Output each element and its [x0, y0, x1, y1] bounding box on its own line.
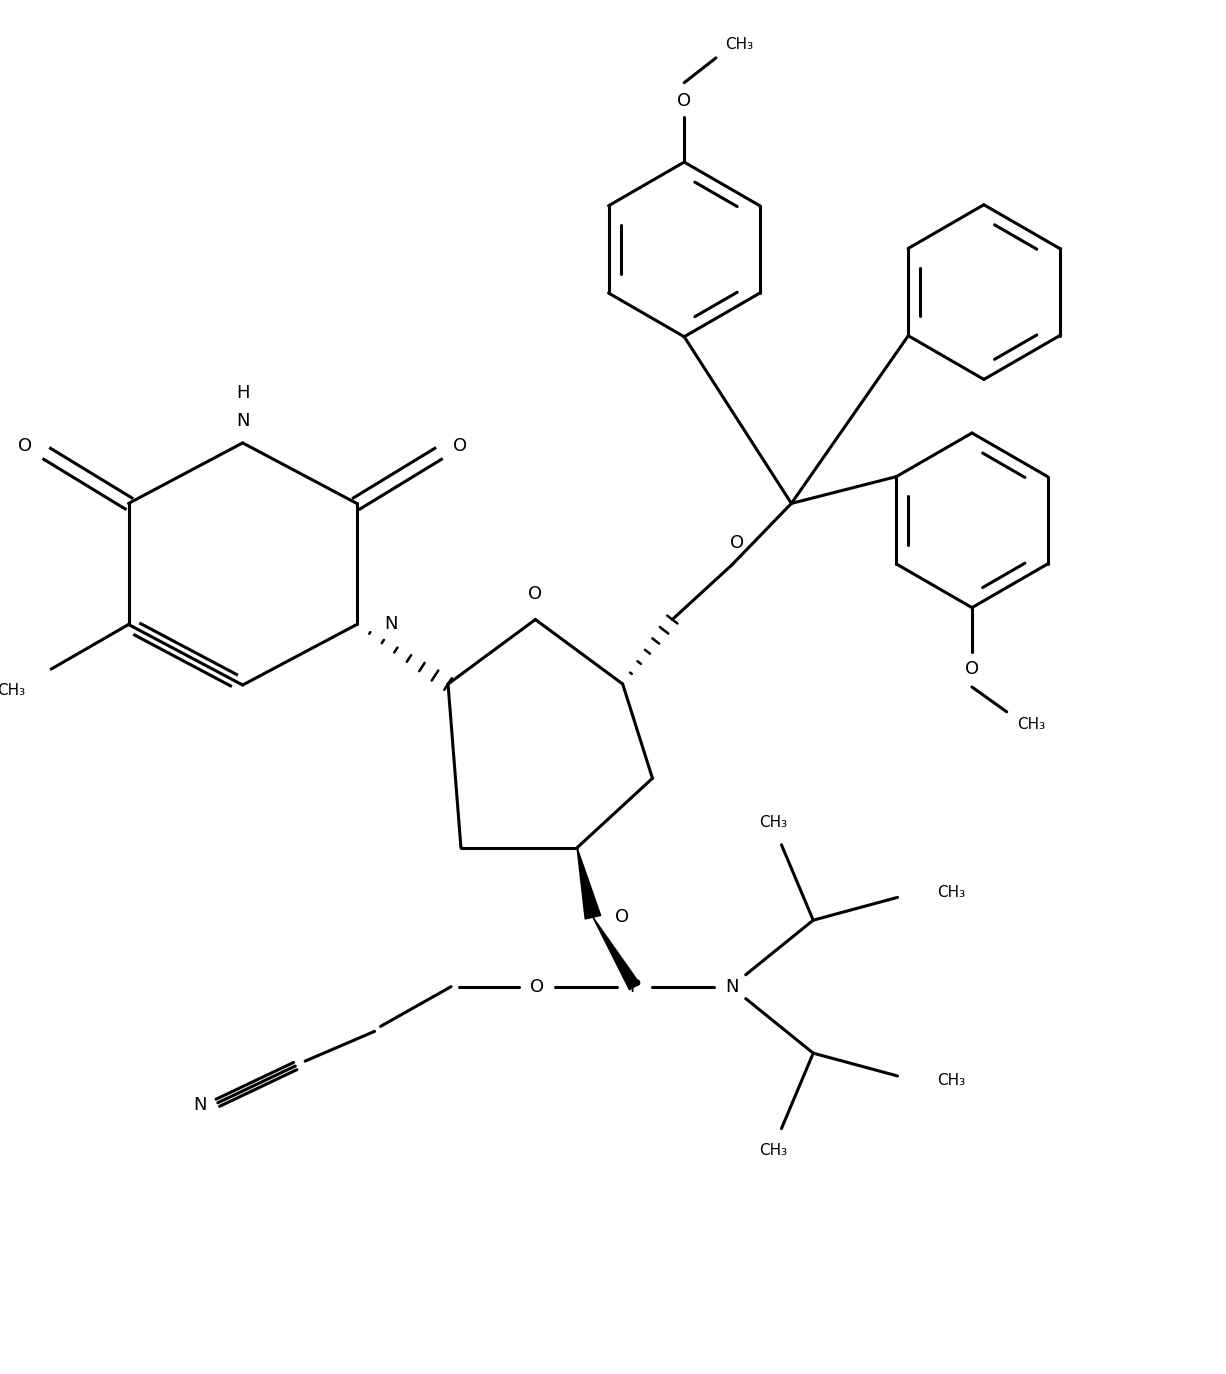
Text: O: O: [677, 92, 691, 110]
Text: N: N: [194, 1095, 207, 1114]
Text: O: O: [614, 908, 629, 926]
Text: O: O: [528, 585, 542, 603]
Text: CH₃: CH₃: [759, 1143, 787, 1158]
Text: CH₃: CH₃: [1018, 717, 1046, 732]
Text: H: H: [235, 385, 249, 403]
Text: N: N: [725, 978, 738, 996]
Text: O: O: [531, 978, 544, 996]
Text: N: N: [385, 616, 398, 633]
Text: CH₃: CH₃: [725, 37, 753, 52]
Polygon shape: [577, 848, 601, 919]
Text: P: P: [629, 978, 640, 996]
Text: O: O: [452, 437, 467, 455]
Text: CH₃: CH₃: [0, 683, 26, 698]
Polygon shape: [593, 918, 640, 989]
Text: CH₃: CH₃: [759, 815, 787, 830]
Text: CH₃: CH₃: [937, 1073, 965, 1088]
Text: O: O: [965, 660, 980, 679]
Text: CH₃: CH₃: [937, 885, 965, 900]
Text: O: O: [729, 534, 744, 552]
Text: N: N: [235, 412, 249, 430]
Text: O: O: [18, 437, 32, 455]
